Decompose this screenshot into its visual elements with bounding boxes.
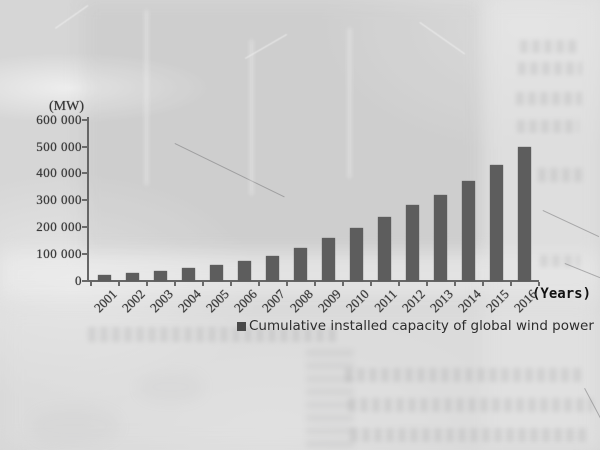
bleedthrough-artifact [345, 368, 585, 382]
x-axis-tick [117, 282, 120, 286]
x-axis-tick [509, 282, 512, 286]
bar-2010 [350, 227, 363, 281]
bar-2005 [210, 265, 223, 281]
y-tick-label-100000: 100 000 [36, 246, 82, 262]
x-axis-tick [425, 282, 428, 286]
y-axis-tick [82, 280, 88, 282]
x-axis-line [87, 280, 539, 282]
bar-2015 [490, 164, 503, 281]
y-axis-tick [82, 226, 88, 229]
x-axis-tick [173, 282, 176, 286]
bar-2016 [518, 147, 531, 281]
bar-2001 [98, 274, 111, 281]
x-axis-unit-label: (Years) [532, 286, 592, 302]
bar-2007 [266, 255, 279, 281]
y-tick-label-200000: 200 000 [36, 219, 82, 235]
bar-2012 [406, 204, 419, 281]
y-axis-tick [82, 172, 88, 175]
legend-label: Cumulative installed capacity of global … [249, 318, 594, 334]
x-axis-tick [201, 282, 204, 286]
x-axis-tick [453, 282, 456, 286]
bleedthrough-artifact [30, 408, 120, 444]
x-axis-tick [285, 282, 288, 286]
bleedthrough-artifact [516, 92, 582, 105]
y-axis-line [87, 117, 89, 282]
bar-2004 [182, 268, 195, 281]
bleedthrough-artifact [517, 120, 579, 133]
bar-2009 [322, 238, 335, 281]
chart-legend: Cumulative installed capacity of global … [237, 318, 594, 334]
bleedthrough-artifact [138, 372, 204, 402]
x-axis-tick [537, 282, 540, 286]
y-axis-tick [82, 199, 88, 202]
x-axis-tick [397, 282, 400, 286]
x-axis-tick [341, 282, 344, 286]
x-axis-tick [369, 282, 372, 286]
light-streak-artifact [250, 40, 253, 195]
y-tick-label-500000: 500 000 [36, 138, 82, 154]
y-tick-label-400000: 400 000 [36, 165, 82, 181]
y-tick-label-600000: 600 000 [36, 111, 82, 127]
bar-2008 [294, 248, 307, 281]
bleedthrough-artifact [538, 168, 586, 182]
y-axis-tick [82, 253, 88, 256]
bar-2011 [378, 216, 391, 281]
bar-2013 [434, 195, 447, 281]
x-axis-tick [257, 282, 260, 286]
y-tick-label-300000: 300 000 [36, 192, 82, 208]
light-streak-artifact [348, 28, 351, 178]
bleedthrough-artifact [306, 346, 354, 448]
bleedthrough-artifact [518, 62, 582, 75]
y-axis-unit-label: (MW) [49, 99, 84, 114]
x-axis-tick [481, 282, 484, 286]
bar-2006 [238, 261, 251, 281]
bleedthrough-artifact [88, 327, 338, 342]
x-axis-tick [145, 282, 148, 286]
x-axis-tick [89, 282, 92, 286]
bleedthrough-artifact [348, 398, 593, 412]
bleedthrough-artifact [540, 255, 580, 267]
y-axis-tick [82, 145, 88, 148]
bar-2002 [126, 272, 139, 281]
bar-2014 [462, 181, 475, 281]
x-axis-tick [313, 282, 316, 286]
bar-2003 [154, 270, 167, 281]
y-tick-label-0: 0 [75, 273, 82, 288]
light-streak-artifact [145, 10, 148, 185]
y-axis-tick [82, 118, 88, 121]
legend-marker-square [237, 321, 246, 331]
bleedthrough-artifact [520, 40, 578, 53]
x-axis-tick [229, 282, 232, 286]
bleedthrough-artifact [350, 428, 590, 442]
